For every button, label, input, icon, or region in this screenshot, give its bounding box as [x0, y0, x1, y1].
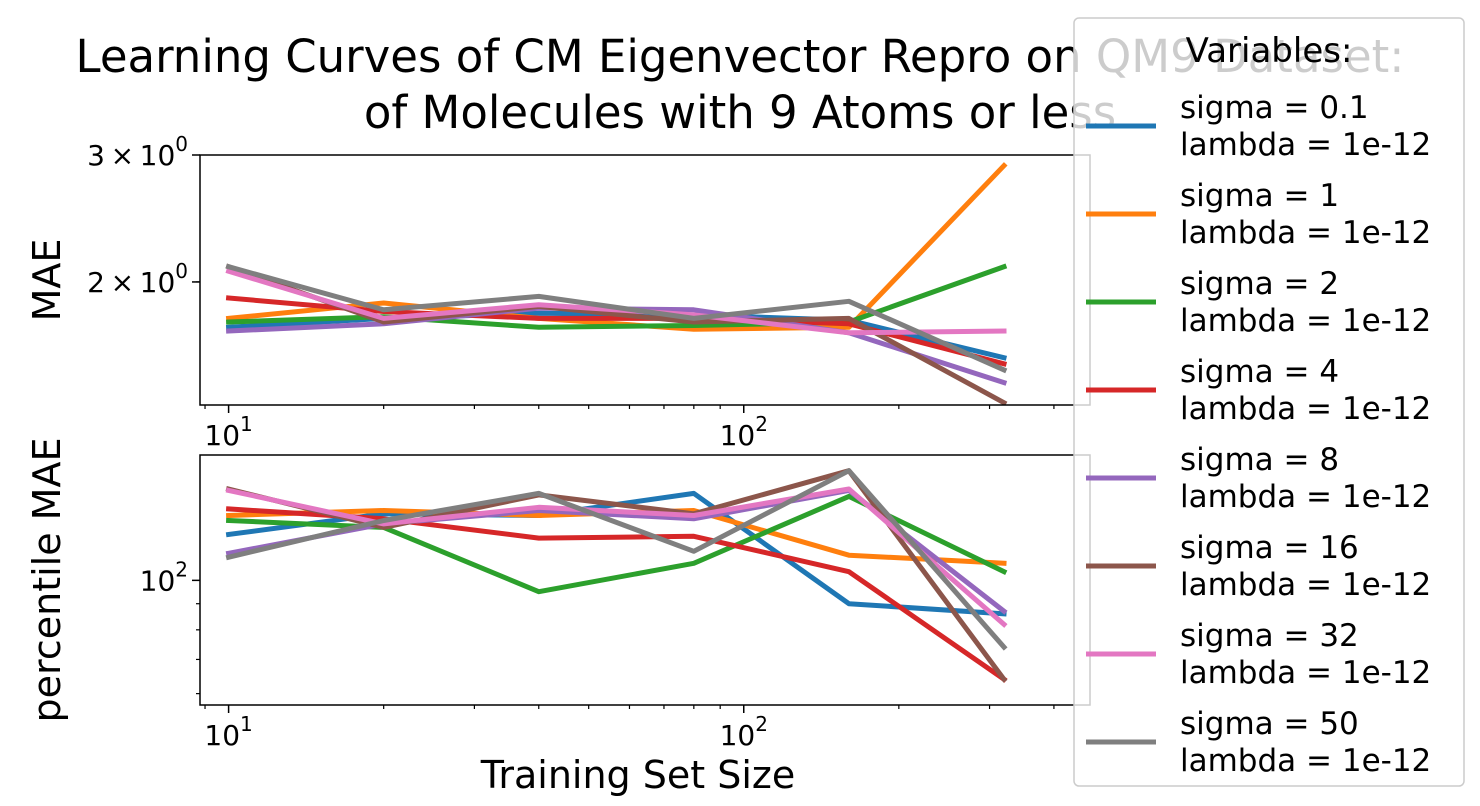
x-tick-label: 101: [204, 412, 252, 452]
legend-label-line-2: lambda = 1e-12: [1180, 391, 1431, 427]
y-tick-label: 2 × 100: [87, 259, 188, 299]
y-tick-label: 102: [140, 557, 188, 597]
x-axis-label: Training Set Size: [480, 753, 796, 797]
y-axis-label: percentile MAE: [25, 438, 69, 723]
legend-label: sigma = 0.1: [1180, 90, 1369, 126]
legend-label-line-2: lambda = 1e-12: [1180, 655, 1431, 691]
panel-1: 101 102 2 × 100 3 × 100 MAE: [25, 132, 1091, 452]
legend-label: sigma = 50: [1180, 706, 1359, 742]
panel-2: 101 102 102 percentile MAE: [25, 438, 1091, 752]
legend-label-line-2: lambda = 1e-12: [1180, 127, 1431, 163]
x-tick-label: 102: [720, 412, 768, 452]
legend-label-line-2: lambda = 1e-12: [1180, 743, 1431, 779]
y-tick-label: 3 × 100: [87, 132, 188, 172]
series-lines: [225, 162, 1008, 405]
legend-label: sigma = 16: [1180, 530, 1359, 566]
plot-area: 101 102 2 × 100 3 × 100 MAE 101 102 102 percenti…: [25, 132, 1091, 752]
series-line-sigma-16: [225, 468, 1008, 683]
series-lines: [225, 468, 1008, 683]
legend-title: Variables:: [1186, 31, 1353, 71]
legend-label-line-2: lambda = 1e-12: [1180, 567, 1431, 603]
series-line-sigma-50: [225, 468, 1008, 651]
series-line-sigma-4: [225, 506, 1008, 683]
legend-label-line-2: lambda = 1e-12: [1180, 303, 1431, 339]
x-tick-label: 102: [720, 712, 768, 752]
chart-title-line-2: of Molecules with 9 Atoms or less: [364, 86, 1116, 139]
x-tick-label: 101: [204, 712, 252, 752]
series-line-sigma-8: [225, 487, 1008, 615]
legend-label: sigma = 4: [1180, 354, 1339, 390]
series-line-sigma-1: [225, 162, 1008, 332]
legend-label: sigma = 32: [1180, 618, 1359, 654]
legend-label: sigma = 2: [1180, 266, 1339, 302]
legend-label: sigma = 1: [1180, 178, 1339, 214]
legend-frame: [1073, 17, 1465, 787]
legend-label-line-2: lambda = 1e-12: [1180, 479, 1431, 515]
series-line-sigma-50: [225, 263, 1008, 374]
y-axis-label: MAE: [25, 239, 69, 322]
series-line-sigma-32: [225, 486, 1008, 628]
legend-label-line-2: lambda = 1e-12: [1180, 215, 1431, 251]
legend-label: sigma = 8: [1180, 442, 1339, 478]
